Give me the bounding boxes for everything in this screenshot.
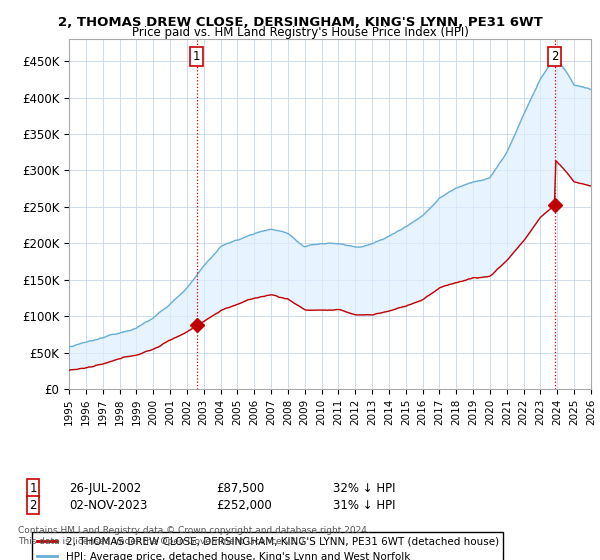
Text: 26-JUL-2002: 26-JUL-2002 [69, 482, 141, 495]
Text: 32% ↓ HPI: 32% ↓ HPI [333, 482, 395, 495]
Text: £87,500: £87,500 [216, 482, 264, 495]
Text: 2, THOMAS DREW CLOSE, DERSINGHAM, KING'S LYNN, PE31 6WT: 2, THOMAS DREW CLOSE, DERSINGHAM, KING'S… [58, 16, 542, 29]
Text: Price paid vs. HM Land Registry's House Price Index (HPI): Price paid vs. HM Land Registry's House … [131, 26, 469, 39]
Text: 2: 2 [551, 50, 558, 63]
Legend: 2, THOMAS DREW CLOSE, DERSINGHAM, KING'S LYNN, PE31 6WT (detached house), HPI: A: 2, THOMAS DREW CLOSE, DERSINGHAM, KING'S… [32, 533, 503, 560]
Text: 1: 1 [29, 482, 37, 495]
Text: Contains HM Land Registry data © Crown copyright and database right 2024.
This d: Contains HM Land Registry data © Crown c… [18, 526, 370, 546]
Text: 2: 2 [29, 498, 37, 512]
Text: £252,000: £252,000 [216, 498, 272, 512]
Text: 1: 1 [193, 50, 200, 63]
Text: 02-NOV-2023: 02-NOV-2023 [69, 498, 148, 512]
Text: 31% ↓ HPI: 31% ↓ HPI [333, 498, 395, 512]
